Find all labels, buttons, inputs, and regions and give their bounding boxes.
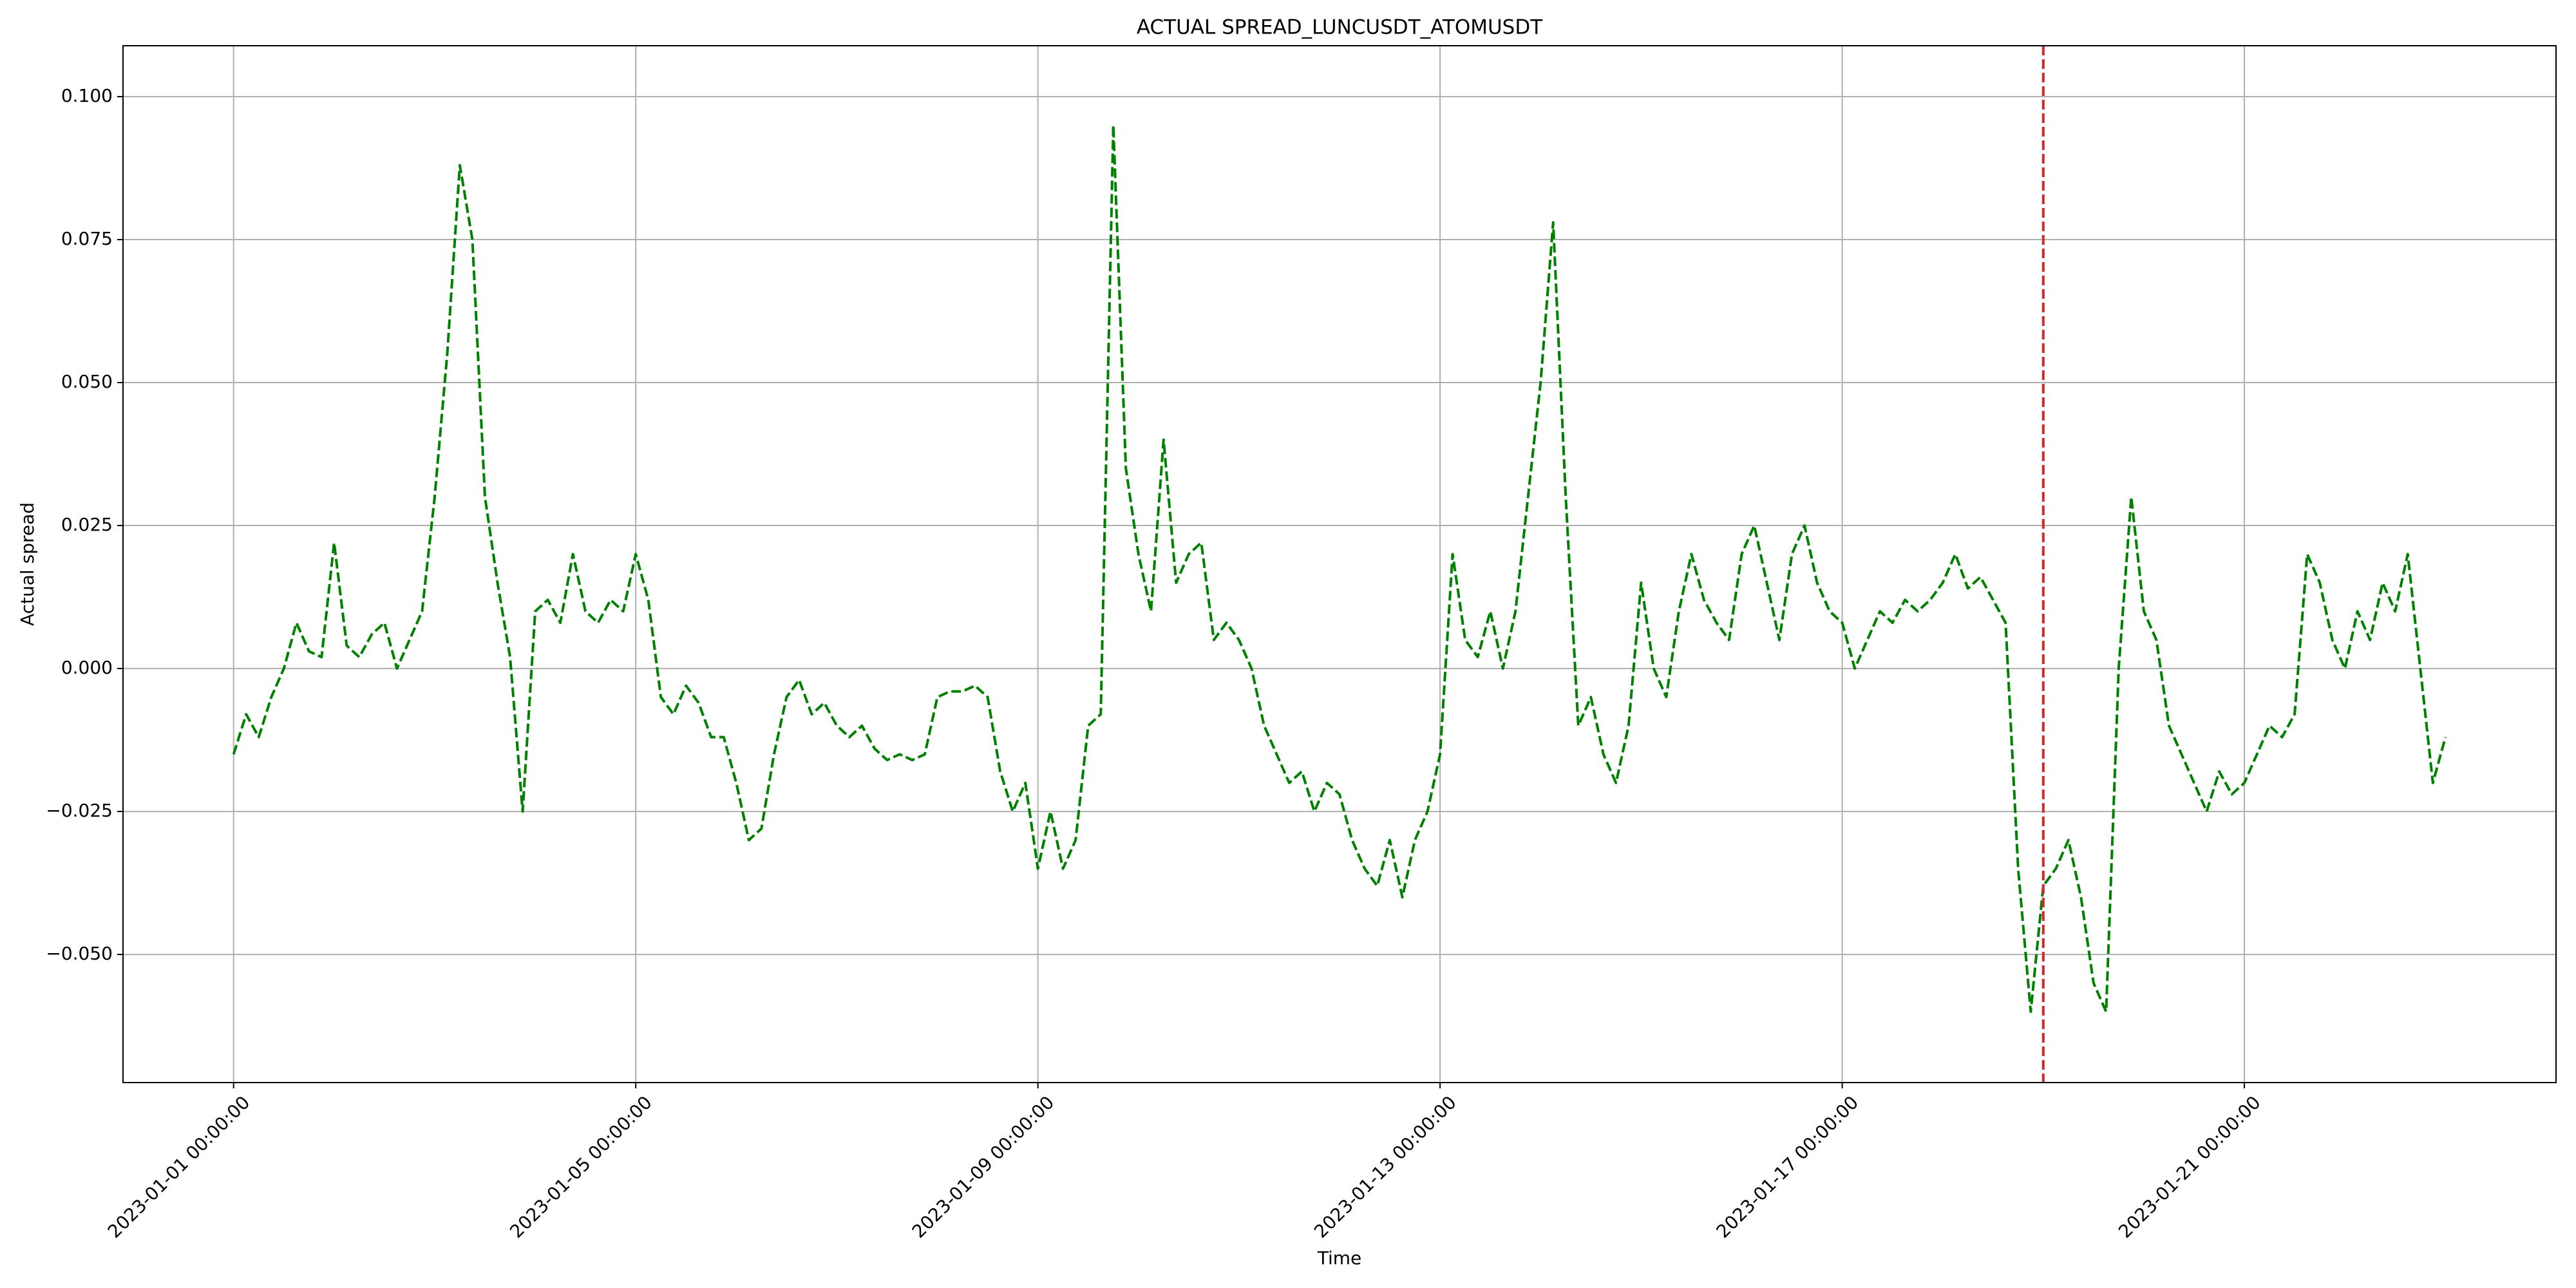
chart-title: ACTUAL SPREAD_LUNCUSDT_ATOMUSDT (1137, 16, 1543, 39)
y-tick-label: 0.000 (61, 657, 113, 678)
data-line (232, 124, 2447, 1013)
y-tick-label: −0.025 (46, 800, 113, 821)
y-tick-label: 0.075 (61, 228, 113, 249)
y-axis-label: Actual spread (17, 502, 38, 626)
y-tick-label: −0.050 (46, 943, 113, 964)
y-tick-label: 0.025 (61, 514, 113, 535)
y-tick-label: 0.050 (61, 371, 113, 392)
y-tick-label: 0.100 (61, 85, 113, 106)
plot-frame (122, 45, 2557, 1083)
x-axis-label: Time (1317, 1247, 1362, 1269)
